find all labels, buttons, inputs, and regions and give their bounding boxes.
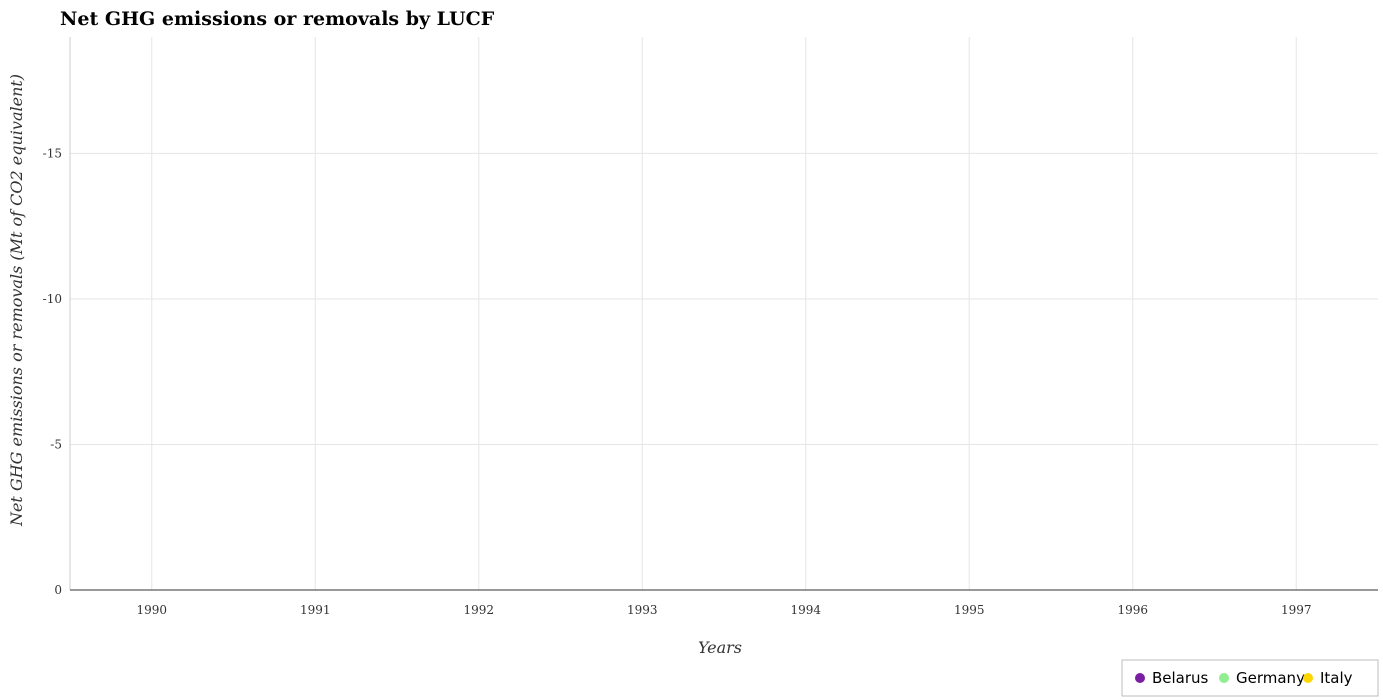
chart-title: Net GHG emissions or removals by LUCF [60, 8, 495, 30]
legend-label-belarus: Belarus [1152, 669, 1209, 687]
y-tick-label: 0 [54, 583, 62, 597]
y-axis-title: Net GHG emissions or removals (Mt of CO2… [7, 74, 26, 527]
legend-label-italy: Italy [1320, 669, 1353, 687]
axis-layer: 0 -5 -10 -15 1990 1991 1992 1993 1994 1995 1996 199… [43, 37, 1378, 617]
x-tick-label: 1992 [463, 603, 494, 617]
legend-marker-italy [1303, 673, 1313, 683]
x-tick-label: 1990 [136, 603, 167, 617]
legend-marker-germany [1219, 673, 1229, 683]
x-tick-label: 1993 [627, 603, 658, 617]
x-tick-label: 1997 [1281, 603, 1312, 617]
x-tick-label: 1996 [1117, 603, 1148, 617]
legend-box [1121, 659, 1379, 697]
x-tick-label: 1994 [790, 603, 821, 617]
legend-marker-belarus [1135, 673, 1145, 683]
grid-layer [70, 37, 1378, 591]
legend: Belarus Germany Italy [1121, 659, 1379, 697]
y-tick-label: -5 [50, 437, 62, 451]
legend-label-germany: Germany [1236, 669, 1305, 687]
y-tick-label: -10 [43, 292, 62, 306]
y-tick-label: -15 [43, 146, 62, 160]
x-tick-label: 1991 [300, 603, 331, 617]
x-tick-label: 1995 [954, 603, 985, 617]
x-axis-title: Years [698, 638, 742, 657]
